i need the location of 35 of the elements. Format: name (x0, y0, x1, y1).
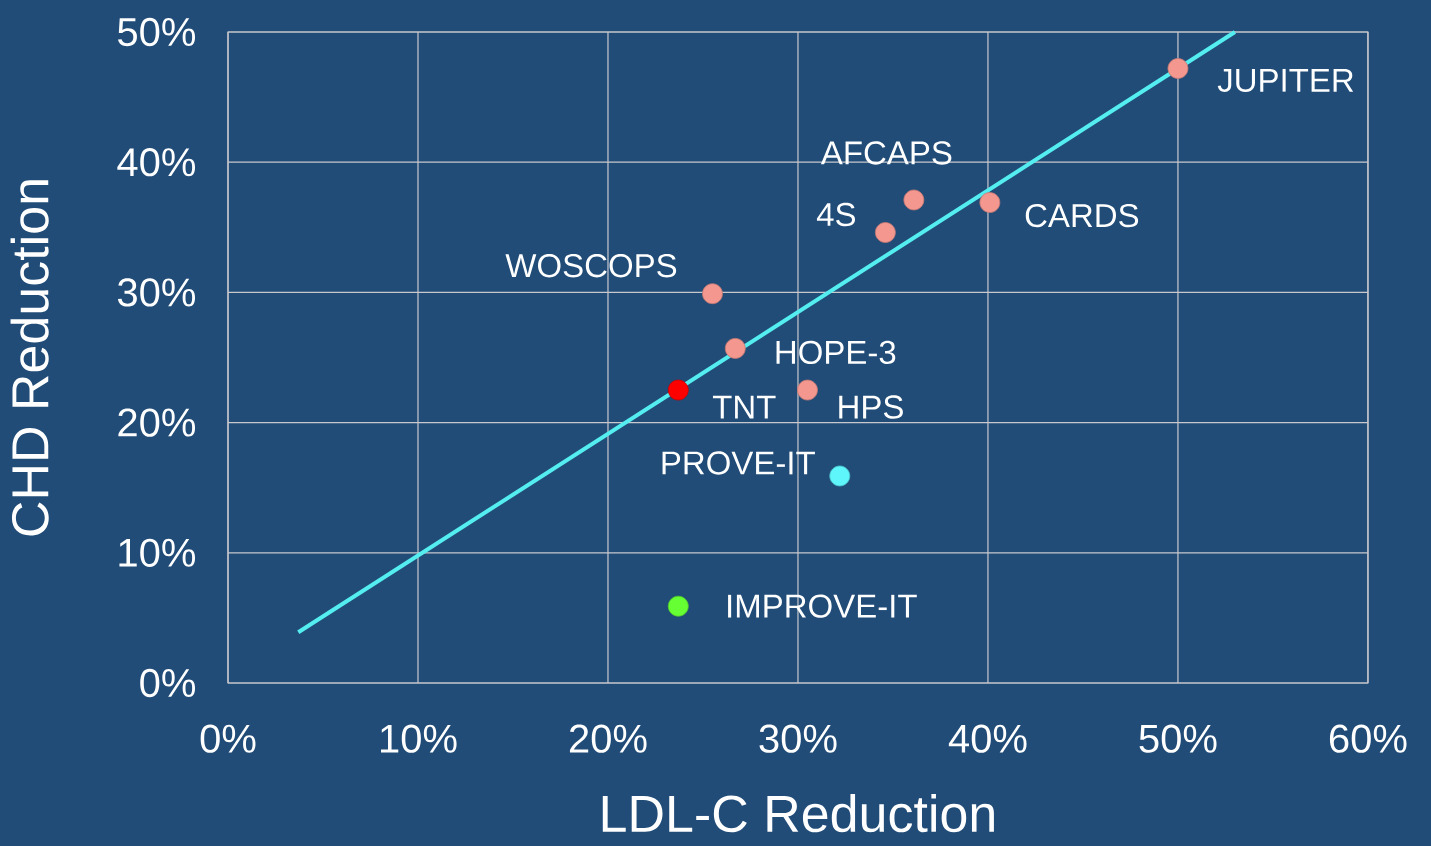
annotation: IMPROVE-IT (728, 594, 917, 618)
x-tick-label: 20% (569, 724, 647, 753)
x-tick-label: 30% (759, 724, 837, 753)
annotation: JUPITER (1217, 68, 1354, 92)
annotation: 4S (816, 202, 856, 227)
point (874, 222, 896, 243)
x-tick-label: 50% (1139, 724, 1217, 753)
annotation: AFCAPS (820, 141, 952, 165)
point (667, 595, 689, 617)
annotation: CARDS (1025, 203, 1139, 228)
point (1167, 58, 1189, 79)
y-tick-label: 0% (140, 668, 196, 698)
x-tick-label: 40% (948, 724, 1027, 753)
annotation: PROVE-IT (662, 451, 815, 475)
x-tick-label: 10% (381, 724, 457, 753)
y-tick-label: 50% (118, 17, 196, 47)
point (702, 283, 723, 305)
annotation: WOSCOPS (505, 254, 677, 278)
point (979, 192, 1001, 213)
point (829, 465, 851, 487)
point (667, 379, 689, 401)
y-tick-label: 10% (119, 538, 196, 567)
annotation: TNT (712, 395, 776, 419)
x-tick-label: 60% (1329, 724, 1407, 753)
point (797, 379, 818, 401)
y-tick-label: 40% (117, 148, 196, 177)
x-tick-label: 0% (200, 724, 256, 753)
y-tick-label: 20% (118, 408, 196, 437)
x-axis-title: LDL-C Reduction (602, 794, 994, 833)
y-axis-title: CHD Reduction (10, 180, 49, 536)
annotation: HPS (839, 395, 903, 419)
point (724, 337, 746, 359)
annotation: HOPE-3 (776, 340, 896, 365)
y-tick-label: 30% (117, 278, 196, 307)
point (903, 189, 925, 211)
